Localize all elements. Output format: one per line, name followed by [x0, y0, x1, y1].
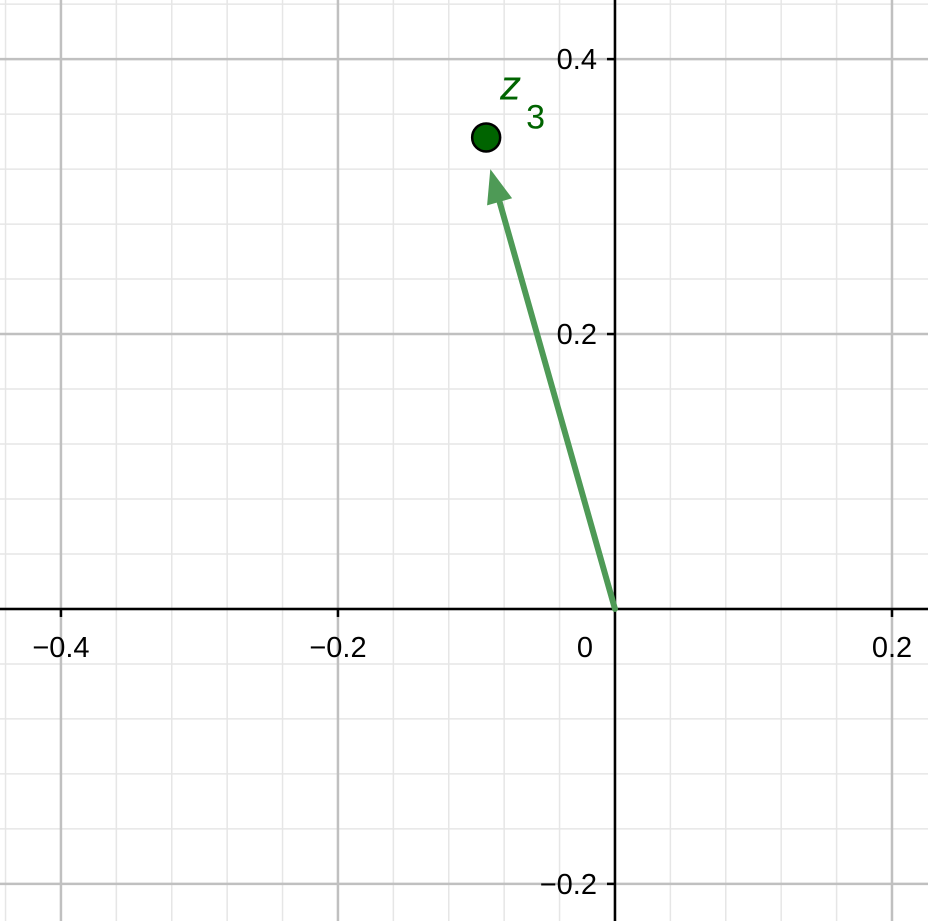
y-tick-label: 0.4 — [557, 44, 597, 76]
vector-shaft — [496, 198, 618, 612]
point-label-subscript: 3 — [526, 98, 545, 136]
x-tick-label: 0.2 — [872, 632, 912, 664]
origin-label: 0 — [577, 632, 593, 664]
y-tick-label: 0.2 — [557, 319, 597, 351]
point-label: z — [499, 61, 521, 108]
tick-labels: −0.4 −0.2 0.2 0.4 0.2 −0.2 0 — [32, 44, 912, 901]
point-marker — [470, 122, 502, 153]
x-tick-label: −0.2 — [309, 632, 366, 664]
y-tick-label: −0.2 — [540, 869, 597, 901]
vectors — [487, 169, 618, 612]
vector-arrowhead — [487, 169, 513, 206]
points: z3 — [470, 61, 545, 153]
x-tick-label: −0.4 — [32, 632, 89, 664]
